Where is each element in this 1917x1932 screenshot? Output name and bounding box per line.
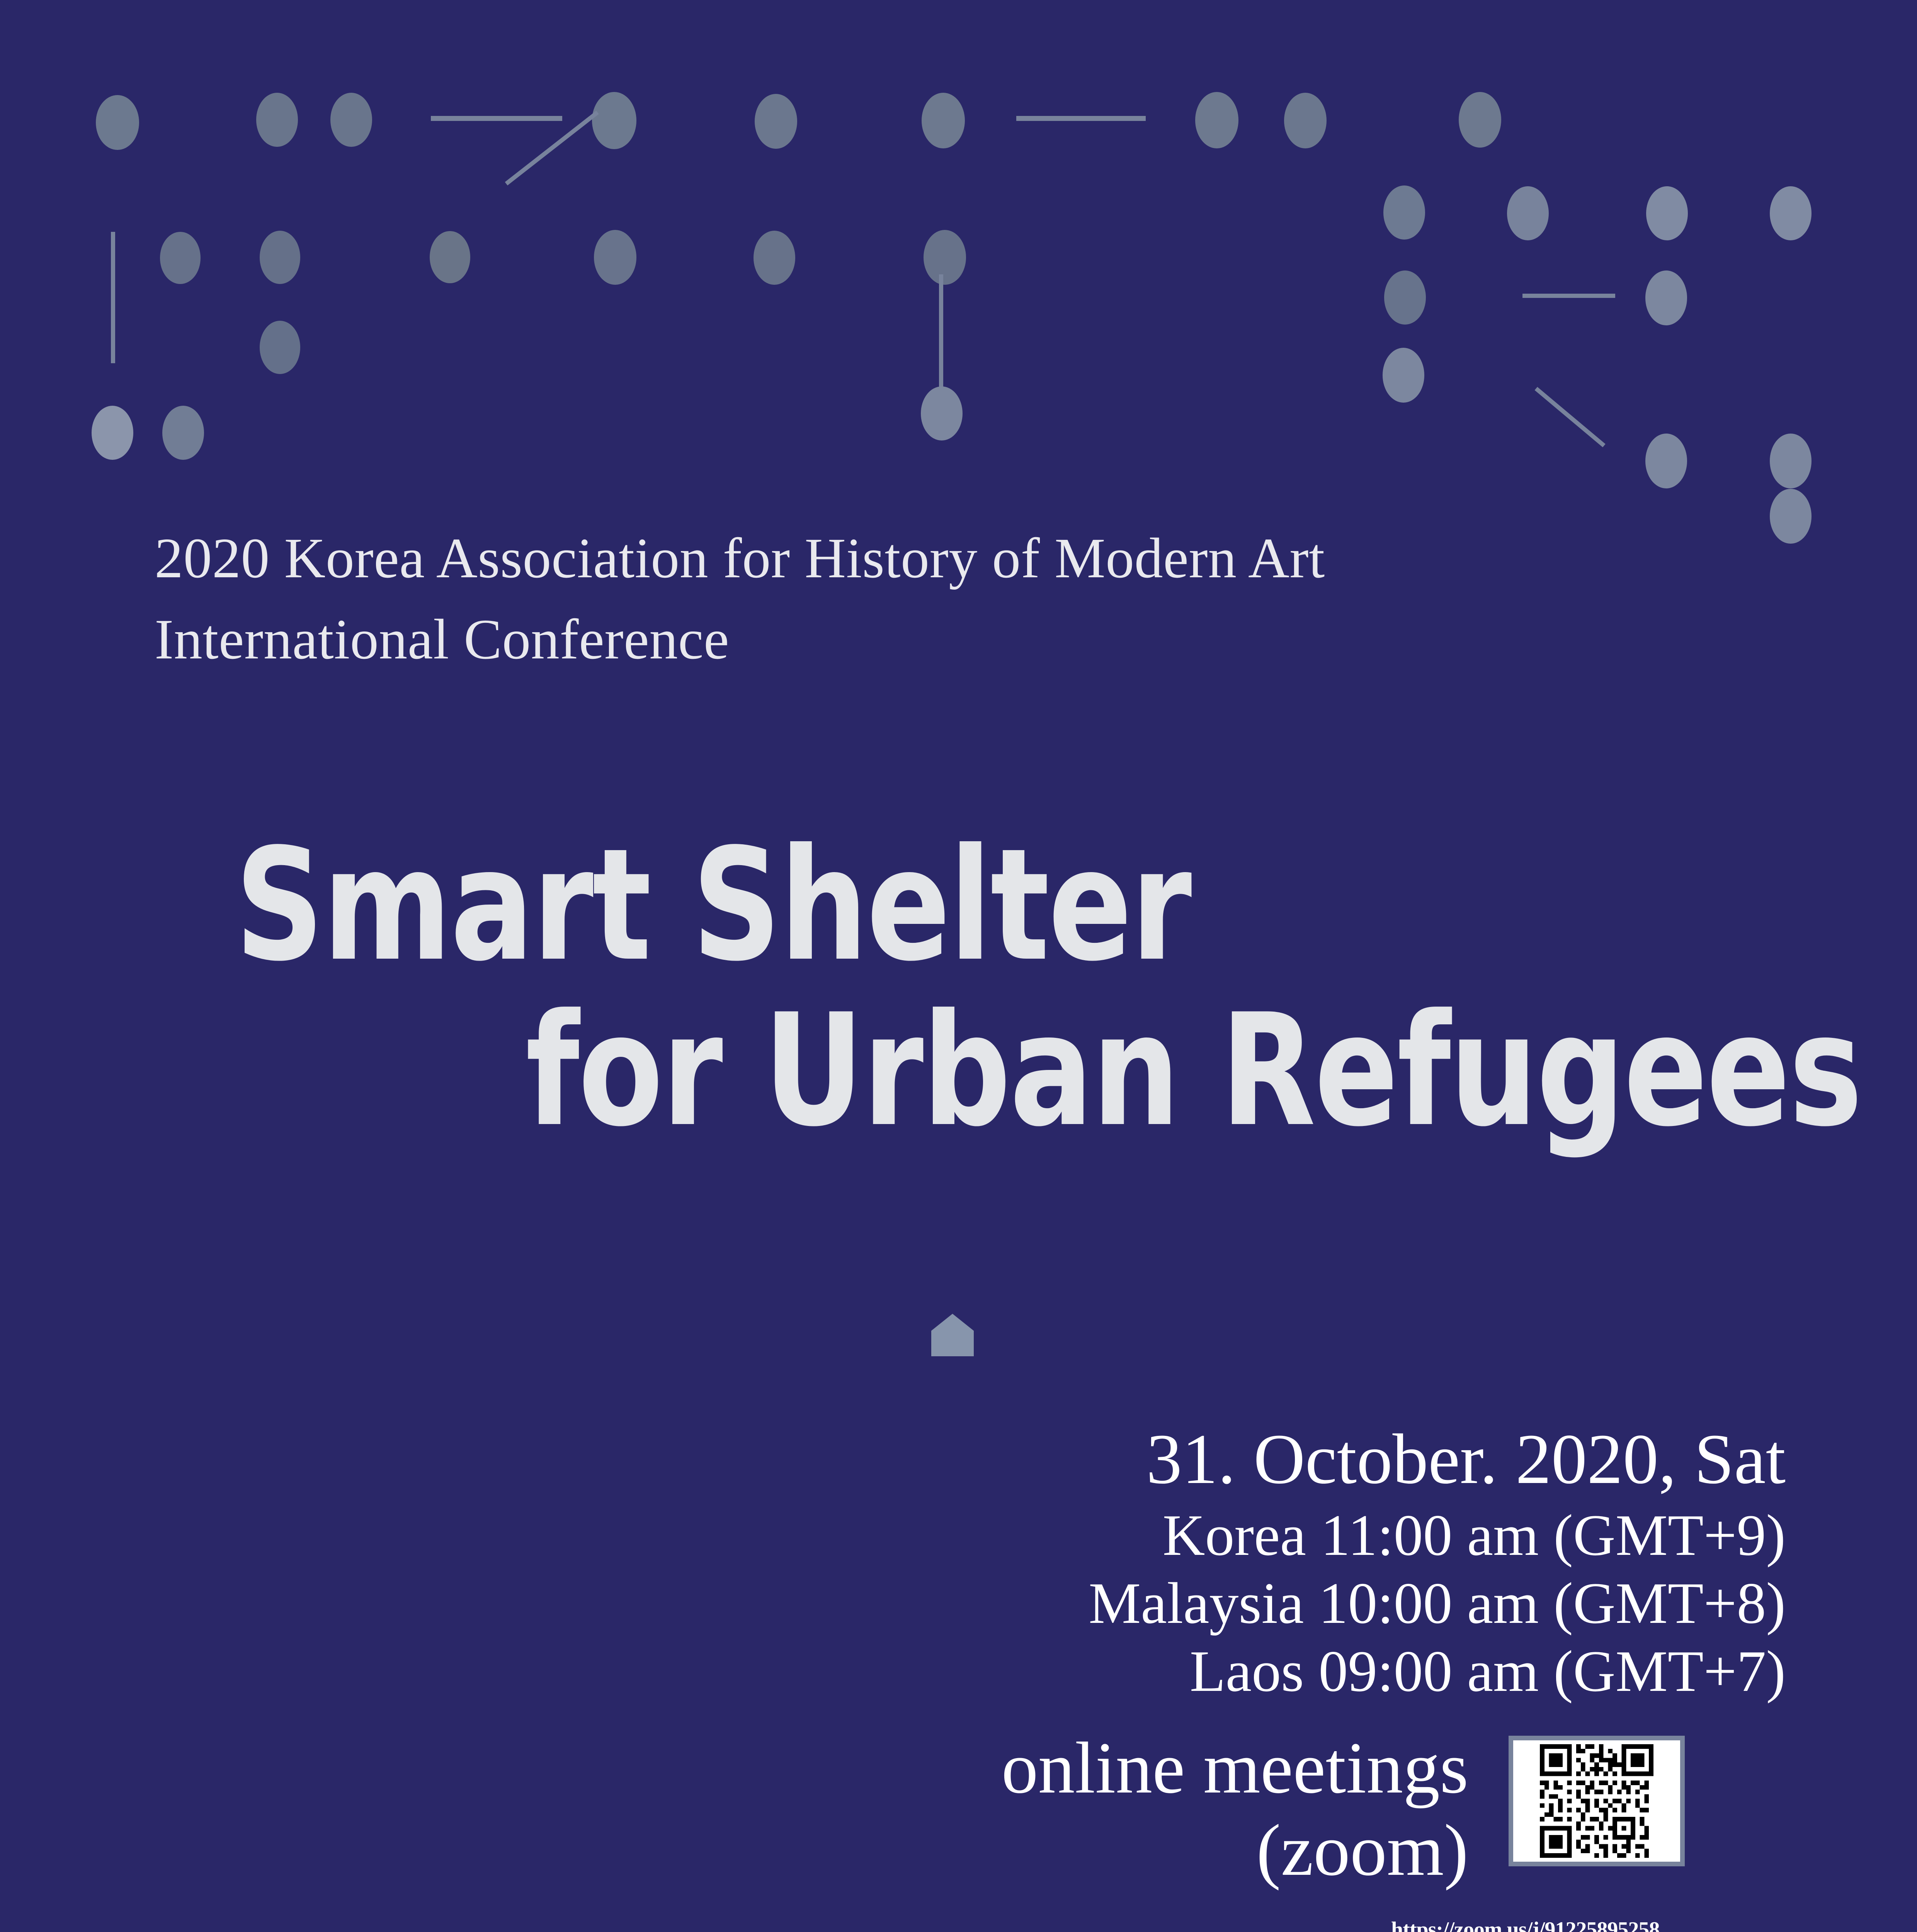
meeting-mode: online meetings (zoom) [881, 1727, 1468, 1892]
deco-dot [922, 93, 965, 148]
deco-dot [594, 230, 636, 285]
deco-dot [260, 321, 300, 374]
deco-dot [1646, 186, 1688, 240]
meeting-mode-line2: (zoom) [1256, 1810, 1468, 1891]
deco-dot [1284, 93, 1327, 148]
deco-dot [755, 94, 797, 149]
qr-code[interactable] [1509, 1736, 1685, 1866]
decorative-dot-pattern [0, 0, 1917, 544]
event-datetime: 31. October. 2020, Sat Korea 11:00 am (G… [626, 1418, 1786, 1706]
deco-line [1016, 116, 1146, 121]
deco-dot [592, 92, 636, 149]
deco-dot [1384, 270, 1426, 325]
conference-name-line2: International Conference [155, 608, 730, 672]
deco-dot [1645, 270, 1687, 325]
deco-line-vertical [111, 232, 115, 363]
deco-dot [1507, 186, 1549, 240]
deco-line [431, 116, 562, 121]
deco-dot [256, 93, 298, 147]
conference-name: 2020 Korea Association for History of Mo… [155, 518, 1778, 680]
house-icon [931, 1314, 974, 1356]
deco-dot [330, 93, 372, 147]
title-line-1: Smart Shelter [235, 816, 1192, 995]
deco-dot [1645, 434, 1687, 488]
deco-dot [1383, 185, 1425, 240]
deco-dot [924, 230, 966, 285]
meeting-mode-line1: online meetings [1001, 1728, 1468, 1809]
timezone-laos: Laos 09:00 am (GMT+7) [1189, 1639, 1786, 1704]
qr-code-matrix [1540, 1744, 1653, 1858]
deco-dot [1770, 186, 1812, 240]
qr-code-inner [1513, 1740, 1680, 1862]
timezone-korea: Korea 11:00 am (GMT+9) [1162, 1502, 1786, 1568]
deco-dot [1459, 92, 1501, 148]
deco-line-vertical [939, 274, 943, 410]
title-line-2: for Urban Refugees [526, 981, 1863, 1161]
deco-dot [96, 95, 139, 150]
deco-dot [260, 231, 300, 284]
deco-dot [92, 406, 133, 460]
deco-dot [921, 386, 963, 440]
deco-line [1522, 294, 1615, 298]
zoom-url[interactable]: https://zoom.us/j/91225895258 [1391, 1918, 1660, 1932]
deco-dot [430, 231, 470, 283]
deco-dot [1383, 348, 1424, 403]
deco-dot [1195, 92, 1238, 148]
deco-dot [754, 231, 795, 285]
deco-dot [1770, 434, 1812, 488]
deco-line-diagonal [505, 111, 599, 185]
deco-dot [160, 232, 201, 284]
conference-name-line1: 2020 Korea Association for History of Mo… [155, 527, 1325, 590]
event-date: 31. October. 2020, Sat [1146, 1420, 1786, 1499]
deco-dot [162, 406, 204, 460]
timezone-malaysia: Malaysia 10:00 am (GMT+8) [1089, 1570, 1786, 1636]
page-title: Smart Shelter for Urban Refugees [0, 823, 1917, 1154]
deco-line-diagonal [1534, 387, 1606, 447]
zoom-meeting-details: https://zoom.us/j/91225895258 ID: 912 25… [1391, 1916, 1739, 1932]
